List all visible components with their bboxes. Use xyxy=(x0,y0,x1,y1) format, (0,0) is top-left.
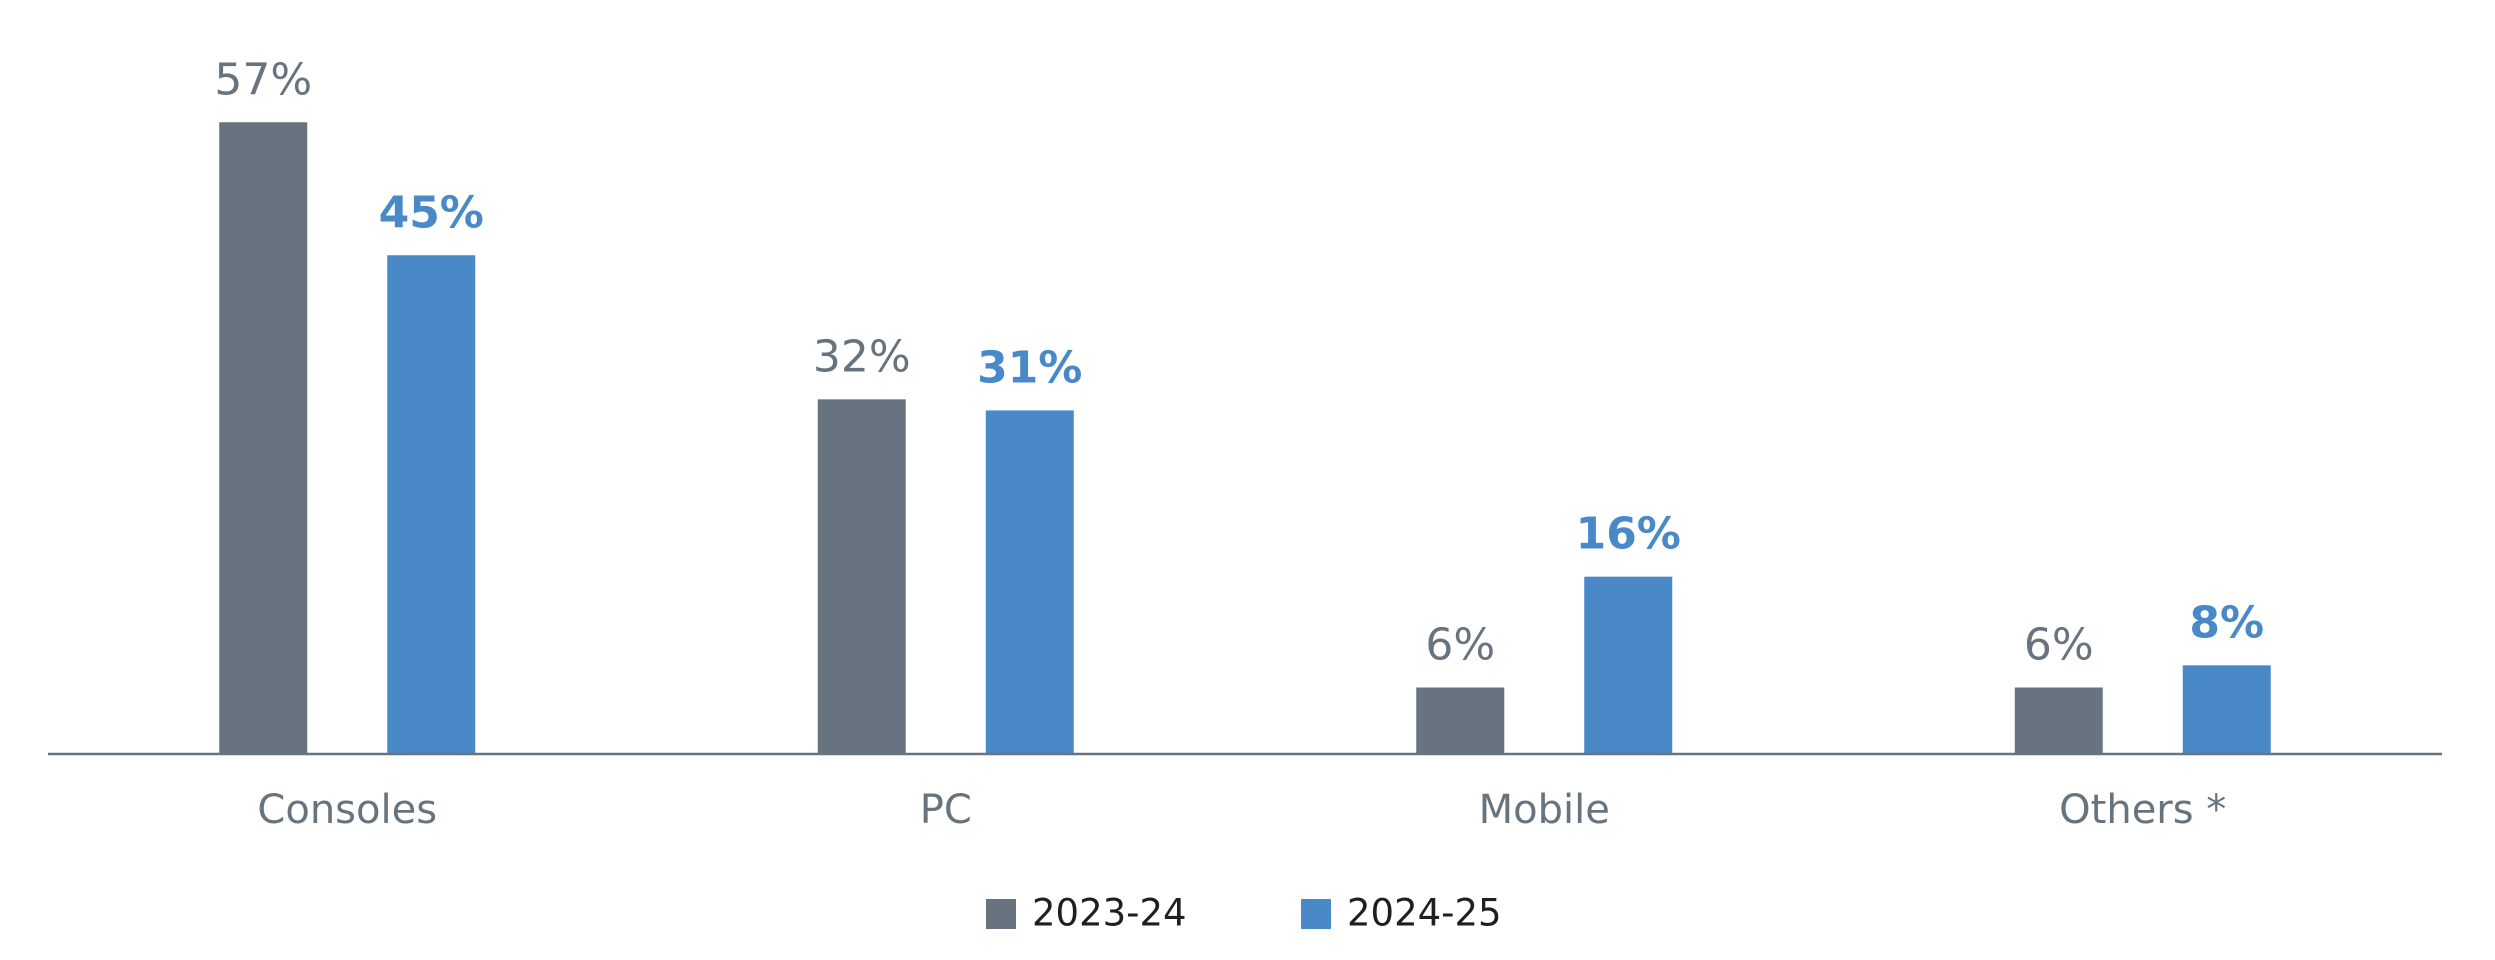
value-label: 31% xyxy=(977,342,1082,393)
bar xyxy=(1416,687,1505,754)
legend-swatch xyxy=(986,899,1016,929)
x-tick-label: Consoles xyxy=(257,787,437,833)
value-label: 16% xyxy=(1576,509,1681,560)
legend-text: 2024-25 xyxy=(1347,892,1502,935)
value-label: 32% xyxy=(813,331,911,382)
value-label: 6% xyxy=(1425,620,1495,671)
bar xyxy=(2182,665,2271,754)
value-label: 6% xyxy=(2024,620,2094,671)
bar xyxy=(219,122,308,754)
value-label: 45% xyxy=(379,187,484,238)
value-label: 8% xyxy=(2189,597,2264,648)
legend-swatch xyxy=(1301,899,1331,929)
bar xyxy=(2014,687,2103,754)
x-tick-label: Mobile xyxy=(1479,787,1610,833)
bar xyxy=(387,255,476,754)
value-label: 57% xyxy=(214,54,312,105)
x-tick-label: Others * xyxy=(2059,787,2226,833)
x-tick-label: PC xyxy=(920,787,972,833)
legend-text: 2023-24 xyxy=(1032,892,1187,935)
bar xyxy=(1584,576,1673,754)
bar xyxy=(817,399,906,754)
bar xyxy=(985,410,1074,754)
